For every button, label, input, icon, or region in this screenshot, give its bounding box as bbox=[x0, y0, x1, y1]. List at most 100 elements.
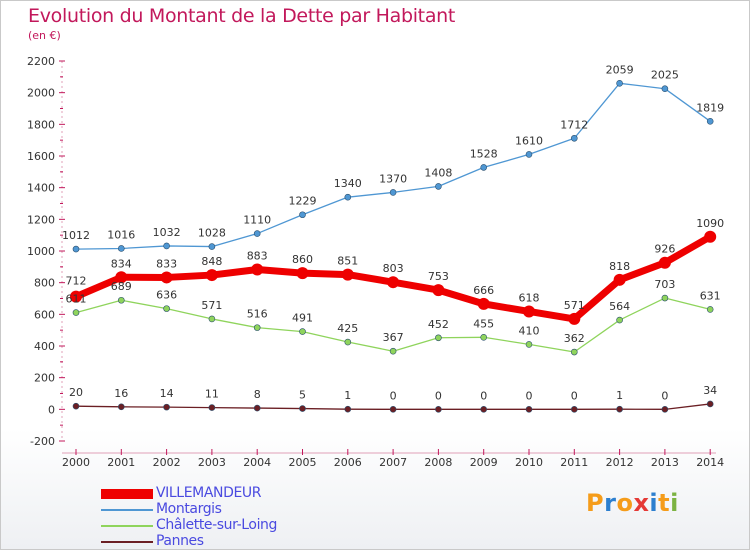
data-point bbox=[341, 268, 354, 281]
data-point bbox=[299, 405, 306, 412]
data-label: 0 bbox=[661, 389, 668, 402]
data-label: 703 bbox=[654, 278, 675, 291]
data-point bbox=[661, 294, 669, 302]
data-point bbox=[344, 193, 352, 201]
data-point bbox=[706, 306, 714, 313]
data-label: 34 bbox=[703, 384, 717, 397]
data-point bbox=[389, 347, 397, 355]
data-point bbox=[299, 211, 306, 219]
data-point bbox=[570, 134, 578, 142]
data-label: 834 bbox=[111, 257, 132, 270]
y-tick-label: 0 bbox=[48, 403, 55, 416]
data-label: 0 bbox=[526, 389, 533, 402]
data-label: 666 bbox=[473, 284, 494, 297]
data-label: 1229 bbox=[289, 195, 317, 208]
data-point bbox=[72, 309, 80, 316]
data-point bbox=[432, 284, 445, 297]
data-point bbox=[389, 189, 397, 196]
data-point bbox=[344, 338, 352, 346]
x-tick-label: 2005 bbox=[289, 456, 317, 469]
x-tick-label: 2011 bbox=[560, 456, 588, 469]
data-point bbox=[163, 242, 170, 250]
logo-letter: i bbox=[670, 489, 679, 517]
data-point bbox=[72, 245, 80, 253]
logo-letter: t bbox=[658, 489, 671, 517]
data-point bbox=[296, 267, 309, 280]
x-tick-label: 2009 bbox=[470, 456, 498, 469]
y-tick-label: 1600 bbox=[27, 150, 55, 163]
legend-label: VILLEMANDEUR bbox=[156, 485, 262, 501]
data-point bbox=[525, 151, 533, 158]
data-label: 1110 bbox=[243, 214, 271, 227]
data-label: 20 bbox=[69, 386, 83, 399]
data-label: 1012 bbox=[62, 229, 90, 242]
data-point bbox=[435, 183, 442, 190]
y-tick-label: 2200 bbox=[27, 55, 55, 68]
data-label: 1016 bbox=[107, 228, 135, 241]
data-point bbox=[208, 315, 216, 323]
data-label: 753 bbox=[428, 270, 449, 283]
legend-swatch bbox=[101, 541, 153, 543]
data-point bbox=[118, 296, 125, 304]
data-point bbox=[435, 406, 442, 413]
x-tick-label: 2006 bbox=[334, 456, 362, 469]
data-label: 860 bbox=[292, 253, 313, 266]
data-label: 611 bbox=[66, 293, 87, 306]
proxiti-logo: Proxiti bbox=[586, 489, 679, 517]
data-label: 803 bbox=[383, 262, 404, 275]
data-point bbox=[72, 402, 80, 410]
x-tick-label: 2004 bbox=[243, 456, 271, 469]
logo-letter: i bbox=[649, 489, 659, 517]
data-label: 1028 bbox=[198, 227, 226, 240]
legend-swatch bbox=[101, 525, 153, 527]
data-point bbox=[480, 333, 488, 341]
x-tick-label: 2001 bbox=[107, 456, 135, 469]
data-point bbox=[570, 406, 578, 413]
data-label: 491 bbox=[292, 312, 313, 325]
data-point bbox=[616, 405, 623, 413]
data-label: 16 bbox=[114, 387, 128, 400]
data-point bbox=[253, 230, 261, 237]
data-label: 833 bbox=[156, 257, 177, 270]
data-label: 0 bbox=[390, 389, 397, 402]
y-tick-label: 1000 bbox=[27, 245, 55, 258]
x-tick-label: 2013 bbox=[651, 456, 679, 469]
data-label: 689 bbox=[111, 280, 132, 293]
y-tick-label: 600 bbox=[34, 308, 55, 321]
chart-title: Evolution du Montant de la Dette par Hab… bbox=[28, 5, 456, 27]
data-point bbox=[706, 400, 714, 408]
data-label: 1 bbox=[344, 389, 351, 402]
data-point bbox=[208, 404, 216, 411]
x-tick-label: 2010 bbox=[515, 456, 543, 469]
data-point bbox=[208, 243, 216, 250]
y-tick-label: 800 bbox=[34, 277, 55, 290]
logo-letter: o bbox=[616, 489, 634, 517]
data-point bbox=[387, 276, 400, 289]
data-label: 2025 bbox=[651, 69, 679, 82]
data-point bbox=[253, 404, 261, 412]
data-point bbox=[480, 406, 488, 413]
data-point bbox=[661, 406, 669, 413]
data-point bbox=[251, 263, 264, 276]
logo-letter: x bbox=[633, 489, 650, 517]
legend-label: Châlette-sur-Loing bbox=[156, 517, 278, 533]
data-point bbox=[299, 328, 306, 335]
data-point bbox=[435, 334, 442, 342]
logo-letter: r bbox=[604, 489, 617, 517]
data-label: 1340 bbox=[334, 177, 362, 190]
data-point bbox=[344, 405, 352, 413]
data-label: 564 bbox=[609, 300, 630, 313]
data-label: 2059 bbox=[606, 63, 634, 76]
data-point bbox=[480, 164, 488, 171]
data-label: 818 bbox=[609, 260, 630, 273]
data-label: 631 bbox=[700, 289, 721, 302]
data-point bbox=[253, 324, 261, 331]
data-label: 926 bbox=[654, 243, 675, 256]
data-label: 1819 bbox=[696, 101, 724, 114]
data-point bbox=[115, 271, 128, 284]
data-label: 636 bbox=[156, 289, 177, 302]
y-tick-label: 200 bbox=[34, 372, 55, 385]
data-point bbox=[118, 245, 125, 252]
data-point bbox=[163, 403, 170, 411]
